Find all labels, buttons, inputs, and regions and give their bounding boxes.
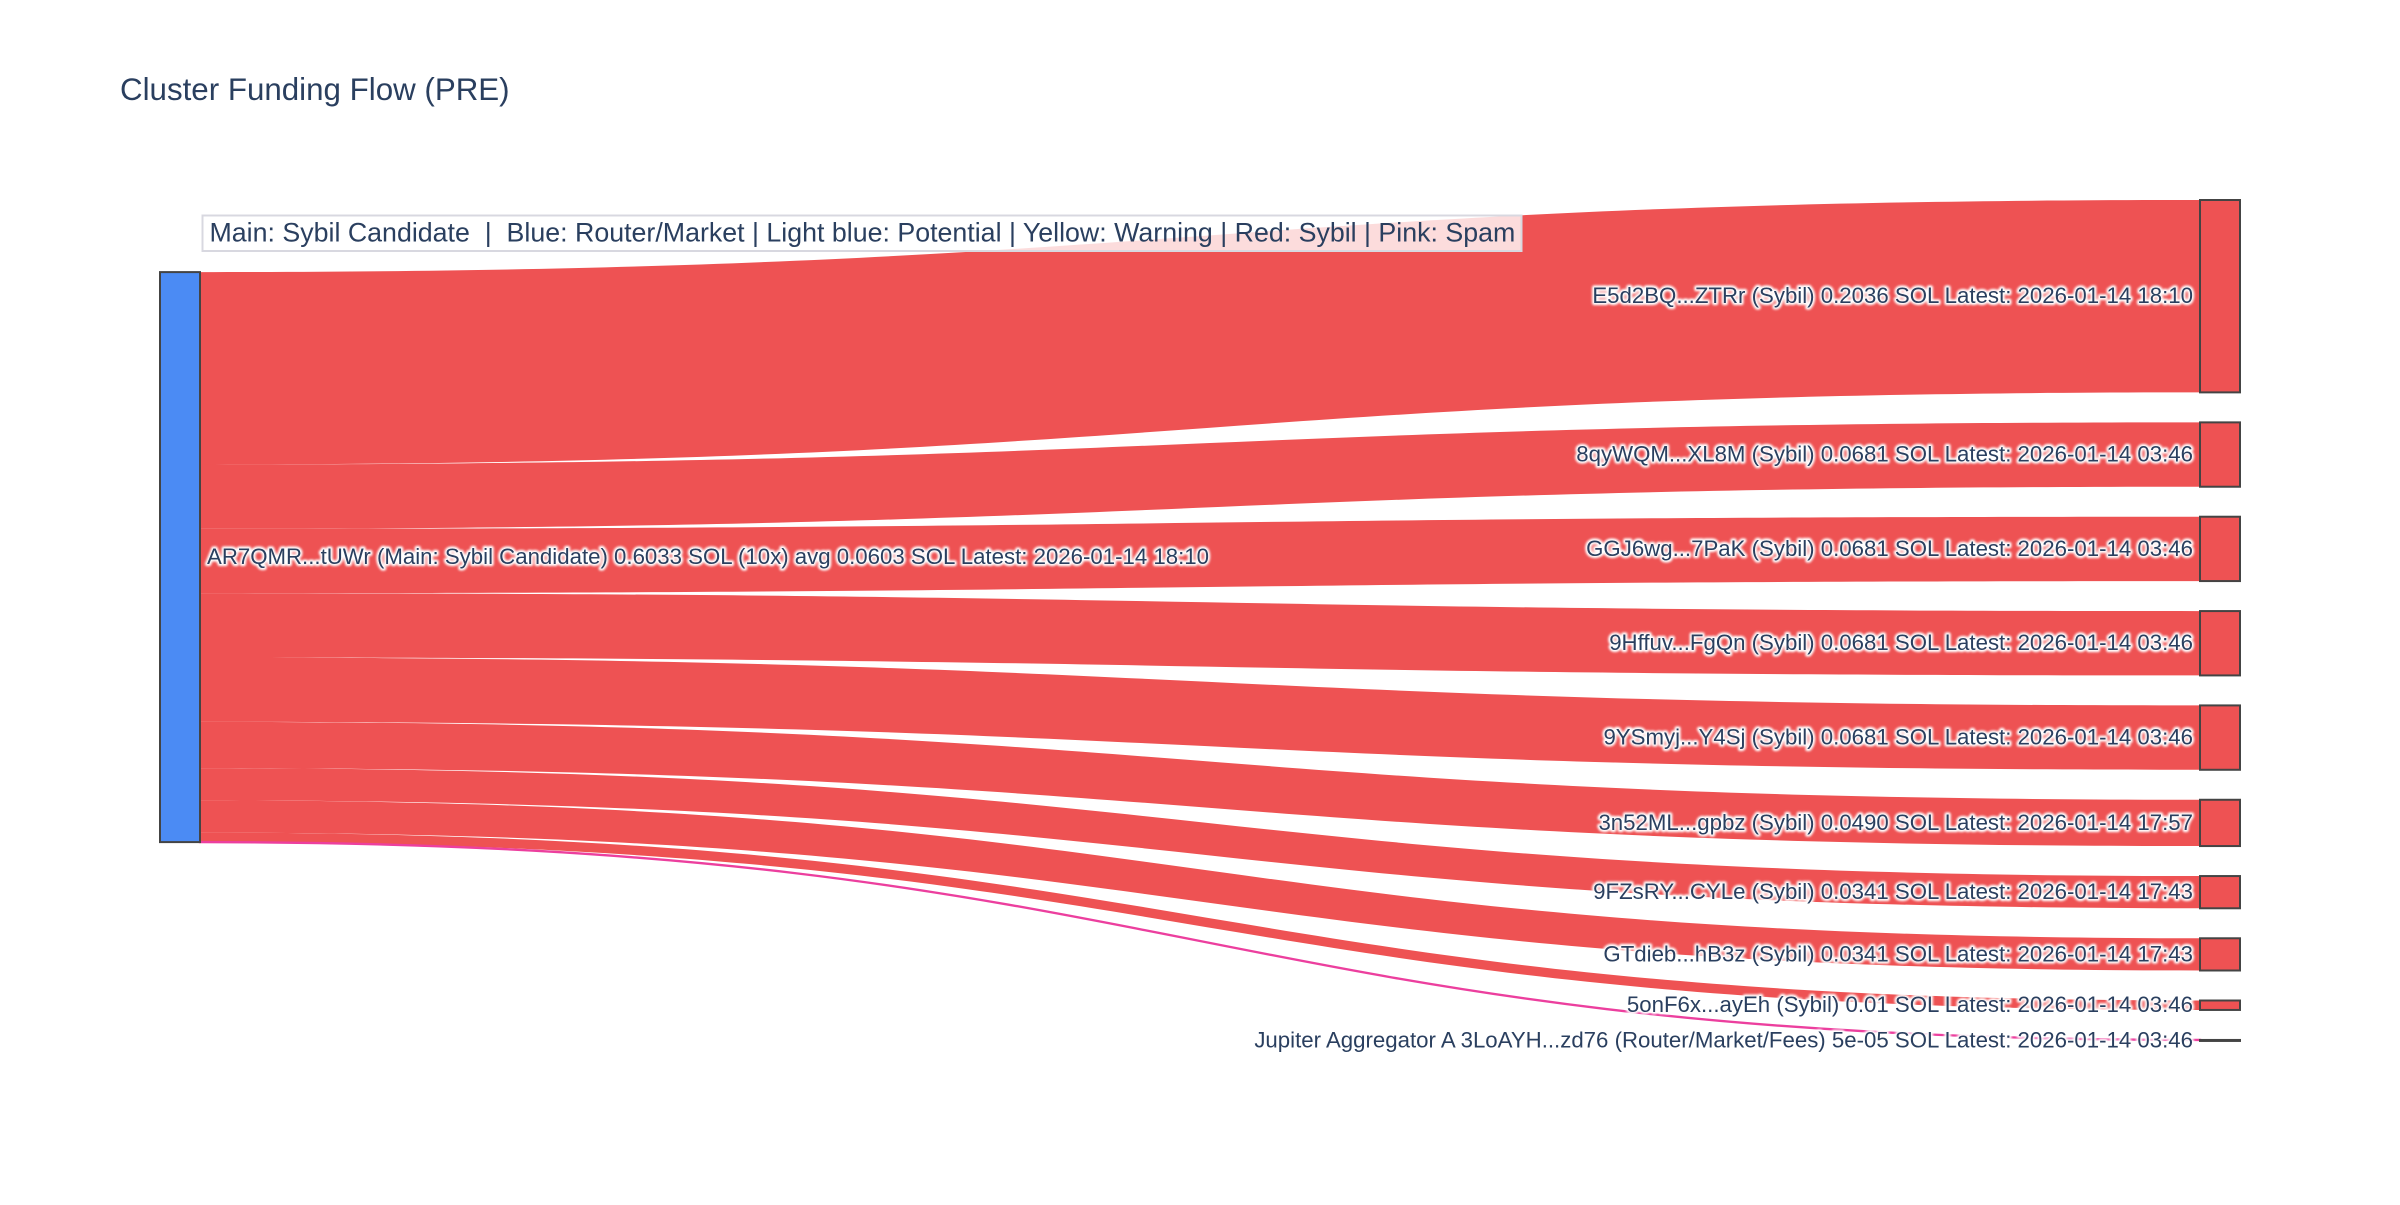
svg-text:5onF6x...ayEh (Sybil) 0.01 SOL: 5onF6x...ayEh (Sybil) 0.01 SOL Latest: 2…	[1627, 992, 2193, 1017]
svg-text:5onF6x...ayEh (Sybil) 0.01 SOL: 5onF6x...ayEh (Sybil) 0.01 SOL Latest: 2…	[1627, 992, 2193, 1017]
svg-text:9Hffuv...FgQn (Sybil) 0.0681 S: 9Hffuv...FgQn (Sybil) 0.0681 SOL Latest:…	[1609, 630, 2193, 655]
svg-text:9FZsRY...CYLe (Sybil) 0.0341 S: 9FZsRY...CYLe (Sybil) 0.0341 SOL Latest:…	[1593, 879, 2193, 904]
svg-text:Jupiter Aggregator A 3LoAYH...: Jupiter Aggregator A 3LoAYH...zd76 (Rout…	[1254, 1028, 2193, 1053]
svg-text:E5d2BQ...ZTRr (Sybil) 0.2036 S: E5d2BQ...ZTRr (Sybil) 0.2036 SOL Latest:…	[1592, 283, 2193, 308]
svg-text:9FZsRY...CYLe (Sybil) 0.0341 S: 9FZsRY...CYLe (Sybil) 0.0341 SOL Latest:…	[1593, 879, 2193, 904]
svg-text:GTdieb...hB3z (Sybil) 0.0341 S: GTdieb...hB3z (Sybil) 0.0341 SOL Latest:…	[1603, 941, 2193, 966]
svg-text:GGJ6wg...7PaK (Sybil) 0.0681 S: GGJ6wg...7PaK (Sybil) 0.0681 SOL Latest:…	[1586, 536, 2193, 561]
svg-text:9Hffuv...FgQn (Sybil) 0.0681 S: 9Hffuv...FgQn (Sybil) 0.0681 SOL Latest:…	[1609, 630, 2193, 655]
svg-text:E5d2BQ...ZTRr (Sybil) 0.2036 S: E5d2BQ...ZTRr (Sybil) 0.2036 SOL Latest:…	[1592, 283, 2193, 308]
svg-text:GTdieb...hB3z (Sybil) 0.0341 S: GTdieb...hB3z (Sybil) 0.0341 SOL Latest:…	[1603, 941, 2193, 966]
svg-text:8qyWQM...XL8M (Sybil) 0.0681 S: 8qyWQM...XL8M (Sybil) 0.0681 SOL Latest:…	[1576, 442, 2193, 467]
svg-text:Main: Sybil Candidate | Blue: Main: Sybil Candidate | Blue: Router/Mar…	[210, 218, 1516, 248]
svg-text:9YSmyj...Y4Sj (Sybil) 0.0681 S: 9YSmyj...Y4Sj (Sybil) 0.0681 SOL Latest:…	[1603, 725, 2193, 750]
svg-text:Jupiter Aggregator A 3LoAYH...: Jupiter Aggregator A 3LoAYH...zd76 (Rout…	[1254, 1028, 2193, 1053]
svg-text:9YSmyj...Y4Sj (Sybil) 0.0681 S: 9YSmyj...Y4Sj (Sybil) 0.0681 SOL Latest:…	[1603, 725, 2193, 750]
svg-text:Cluster Funding Flow (PRE): Cluster Funding Flow (PRE)	[120, 72, 510, 107]
svg-text:3n52ML...gpbz (Sybil) 0.0490 S: 3n52ML...gpbz (Sybil) 0.0490 SOL Latest:…	[1598, 810, 2193, 835]
svg-text:3n52ML...gpbz (Sybil) 0.0490 S: 3n52ML...gpbz (Sybil) 0.0490 SOL Latest:…	[1598, 810, 2193, 835]
svg-text:AR7QMR...tUWr (Main: Sybil Can: AR7QMR...tUWr (Main: Sybil Candidate) 0.…	[207, 544, 1209, 569]
svg-text:8qyWQM...XL8M (Sybil) 0.0681 S: 8qyWQM...XL8M (Sybil) 0.0681 SOL Latest:…	[1576, 442, 2193, 467]
svg-text:GGJ6wg...7PaK (Sybil) 0.0681 S: GGJ6wg...7PaK (Sybil) 0.0681 SOL Latest:…	[1586, 536, 2193, 561]
svg-text:AR7QMR...tUWr (Main: Sybil Can: AR7QMR...tUWr (Main: Sybil Candidate) 0.…	[207, 544, 1209, 569]
